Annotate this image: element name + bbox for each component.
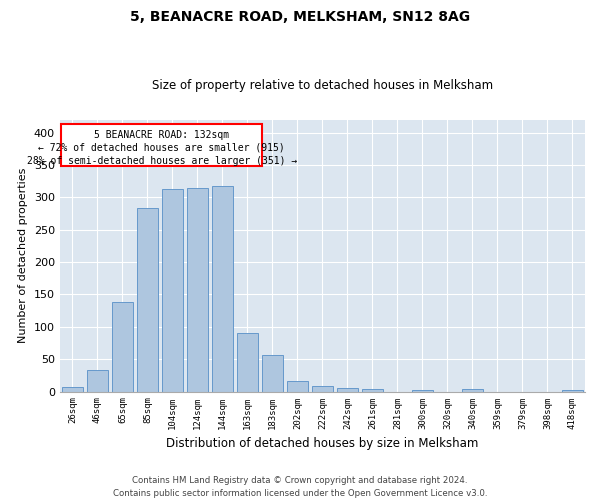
Bar [187,188,208,392]
Bar [337,388,358,392]
Bar [62,387,83,392]
Bar [362,389,383,392]
Text: ← 72% of detached houses are smaller (915): ← 72% of detached houses are smaller (91… [38,142,285,152]
Bar [237,334,258,392]
Bar [112,302,133,392]
Bar [287,380,308,392]
FancyBboxPatch shape [61,124,262,166]
Bar [562,390,583,392]
Bar [137,208,158,392]
Text: Contains HM Land Registry data © Crown copyright and database right 2024.
Contai: Contains HM Land Registry data © Crown c… [113,476,487,498]
Text: 5, BEANACRE ROAD, MELKSHAM, SN12 8AG: 5, BEANACRE ROAD, MELKSHAM, SN12 8AG [130,10,470,24]
Bar [262,354,283,392]
Y-axis label: Number of detached properties: Number of detached properties [19,168,28,343]
X-axis label: Distribution of detached houses by size in Melksham: Distribution of detached houses by size … [166,437,479,450]
Bar [87,370,108,392]
Bar [312,386,333,392]
Title: Size of property relative to detached houses in Melksham: Size of property relative to detached ho… [152,79,493,92]
Bar [412,390,433,392]
Text: 5 BEANACRE ROAD: 132sqm: 5 BEANACRE ROAD: 132sqm [94,130,229,140]
Text: 28% of semi-detached houses are larger (351) →: 28% of semi-detached houses are larger (… [26,156,297,166]
Bar [212,186,233,392]
Bar [462,389,483,392]
Bar [162,189,183,392]
